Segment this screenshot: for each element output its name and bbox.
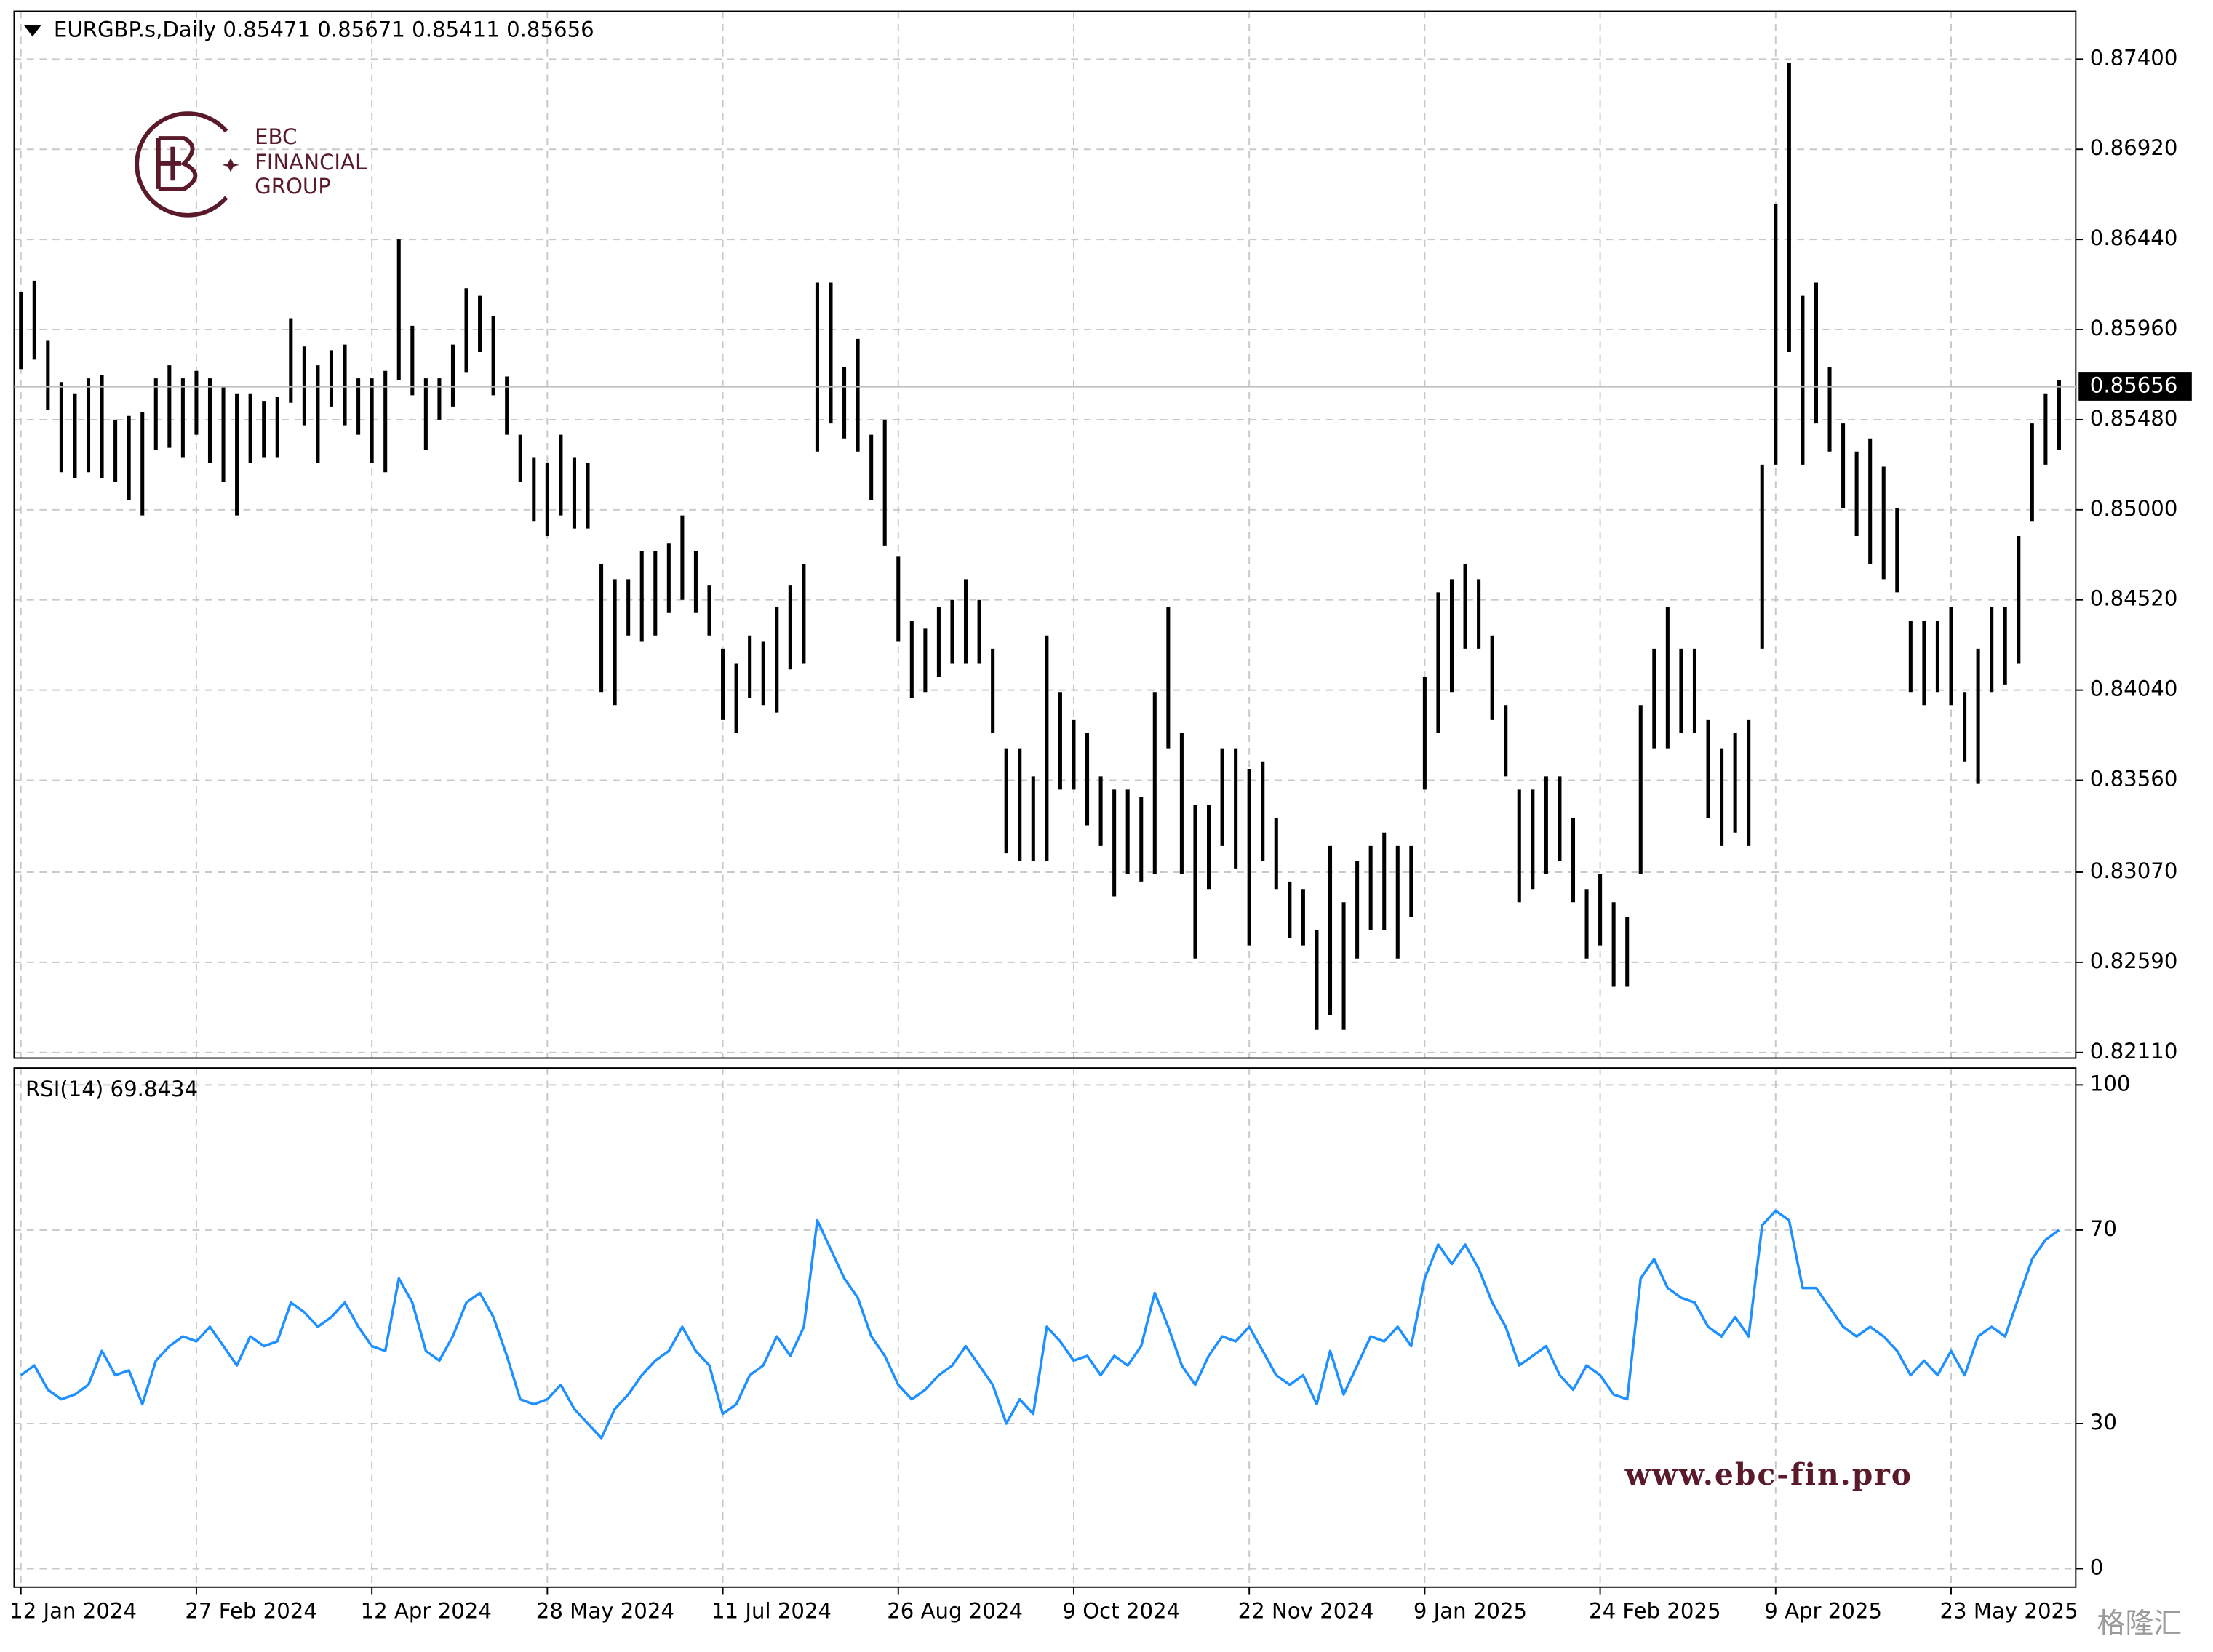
source-watermark: 格隆汇: [2097, 1608, 2182, 1640]
website-watermark: www.ebc-fin.pro: [1624, 1457, 1913, 1492]
y-tick-label: 0.85960: [2090, 316, 2178, 340]
x-tick-label: 23 May 2025: [1939, 1599, 2078, 1624]
collapse-icon[interactable]: [24, 25, 41, 37]
rsi-pane-frame: [13, 1067, 2077, 1588]
logo: EBC FINANCIAL GROUP: [135, 111, 367, 218]
x-tick-label: 9 Jan 2025: [1413, 1599, 1527, 1624]
x-tick-label: 12 Apr 2024: [361, 1599, 492, 1624]
y-tick-label: 30: [2090, 1410, 2117, 1434]
x-tick-label: 28 May 2024: [536, 1599, 674, 1624]
y-tick-label: 0.86440: [2090, 226, 2178, 250]
y-tick-label: 0.86920: [2090, 135, 2178, 160]
x-tick-label: 9 Oct 2024: [1062, 1599, 1180, 1624]
logo-text: GROUP: [255, 174, 331, 199]
y-tick-label: 0.84520: [2090, 586, 2178, 611]
y-tick-label: 0.84040: [2090, 677, 2178, 701]
x-tick-label: 9 Apr 2025: [1764, 1599, 1882, 1624]
y-tick-label: 0.83070: [2090, 858, 2178, 883]
y-tick-label: 0.85480: [2090, 406, 2178, 431]
chart-title: EURGBP.s,Daily 0.85471 0.85671 0.85411 0…: [54, 17, 594, 42]
price-pane-frame: [13, 10, 2077, 1059]
y-tick-label: 100: [2090, 1071, 2131, 1096]
logo-text: EBC: [255, 124, 297, 149]
y-tick-label: 0.82110: [2090, 1039, 2178, 1064]
y-tick-label: 0.82590: [2090, 949, 2178, 973]
y-tick-label: 0: [2090, 1555, 2104, 1580]
rsi-line: [20, 1209, 2060, 1440]
rsi-title: RSI(14) 69.8434: [25, 1077, 198, 1101]
x-tick-label: 22 Nov 2024: [1238, 1599, 1374, 1624]
y-tick-label: 70: [2090, 1216, 2117, 1241]
y-tick-label: 0.87400: [2090, 45, 2178, 70]
last-price-box: [2078, 372, 2192, 401]
logo-ring: [135, 111, 228, 218]
x-tick-label: 11 Jul 2024: [711, 1599, 832, 1624]
last-price-label: 0.85656: [2090, 373, 2178, 398]
logo-star: [222, 158, 239, 172]
y-tick-label: 0.83560: [2090, 767, 2178, 791]
y-tick-label: 0.85000: [2090, 496, 2178, 521]
x-tick-label: 12 Jan 2024: [9, 1599, 137, 1624]
x-tick-label: 26 Aug 2024: [887, 1599, 1023, 1624]
x-tick-label: 27 Feb 2024: [185, 1599, 317, 1624]
logo-text: FINANCIAL: [255, 150, 367, 175]
logo-mark: [156, 136, 198, 191]
x-tick-label: 24 Feb 2025: [1589, 1599, 1721, 1624]
